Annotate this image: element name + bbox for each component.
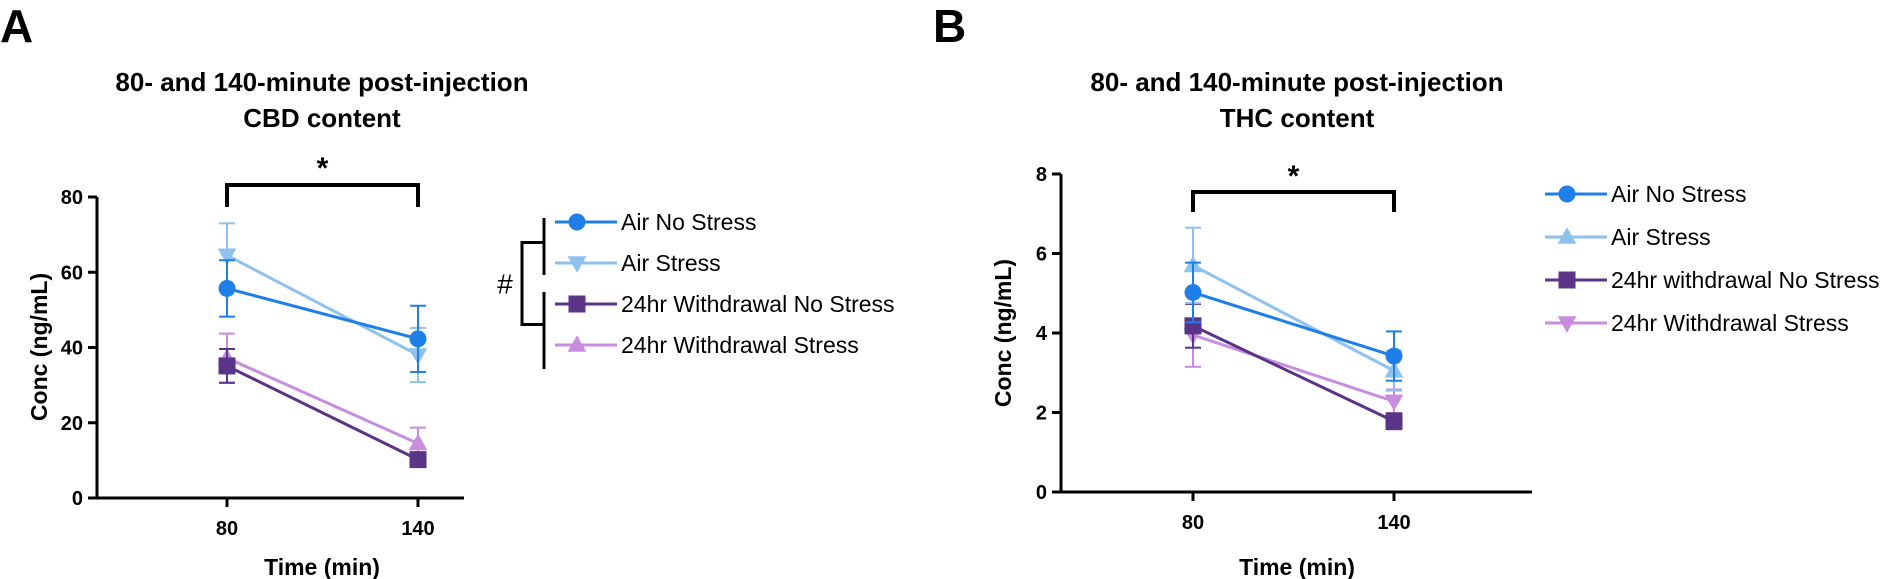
- data-point: [1384, 394, 1404, 412]
- x-axis-label: Time (min): [1239, 554, 1355, 579]
- legend-marker: [1558, 271, 1576, 289]
- data-point: [1385, 347, 1403, 365]
- legend-label: Air Stress: [621, 250, 721, 276]
- chart-title-line: THC content: [1220, 103, 1375, 133]
- series-line: [226, 356, 419, 445]
- y-tick-label: 40: [61, 338, 83, 360]
- legend-label: 24hr withdrawal No Stress: [1611, 267, 1879, 293]
- legend-marker: [1558, 185, 1576, 203]
- data-point: [408, 433, 428, 451]
- legend-marker: [1557, 316, 1577, 333]
- significance-bracket: [225, 183, 420, 207]
- data-point: [1385, 412, 1403, 430]
- significance-star: *: [1288, 160, 1300, 193]
- y-axis-label: Conc (ng/mL): [990, 259, 1016, 407]
- chart-title-line: 80- and 140-minute post-injection: [1090, 67, 1503, 97]
- series-line: [226, 286, 419, 341]
- legend-marker: [567, 256, 587, 273]
- x-tick-label: 80: [1182, 512, 1204, 534]
- legend: Air No Stress Air Stress 24hr Withdrawal N…: [555, 209, 895, 358]
- panel-letter: B: [933, 0, 966, 52]
- legend-label: Air Stress: [1611, 224, 1711, 250]
- group-bracket-join: [520, 241, 544, 326]
- series-line: [226, 364, 419, 461]
- legend-label: 24hr Withdrawal Stress: [621, 332, 859, 358]
- series-2: [1183, 226, 1404, 392]
- data-point: [409, 330, 427, 348]
- y-tick-label: 0: [1036, 482, 1047, 504]
- series-line: [1192, 333, 1395, 403]
- series-line: [1192, 324, 1395, 423]
- y-tick-label: 4: [1036, 323, 1048, 345]
- y-tick-label: 2: [1036, 403, 1047, 425]
- x-tick-label: 140: [401, 518, 434, 540]
- legend-marker: [568, 295, 586, 313]
- legend: Air No Stress Air Stress 24hr withdrawal N…: [1545, 181, 1879, 336]
- series-3: [218, 348, 427, 469]
- series-line: [1192, 291, 1395, 358]
- series-1: [218, 259, 427, 373]
- data-point: [1184, 283, 1202, 301]
- data-point: [218, 357, 236, 375]
- x-axis-label: Time (min): [264, 554, 380, 579]
- series-line: [226, 253, 419, 357]
- group-significance-hash: #: [497, 269, 513, 300]
- chart-title-line: 80- and 140-minute post-injection: [115, 67, 528, 97]
- data-point: [218, 279, 236, 297]
- significance-bracket: [1191, 190, 1396, 212]
- legend-marker: [1557, 227, 1577, 244]
- significance-star: *: [317, 152, 329, 185]
- series-line: [1192, 264, 1395, 373]
- data-point: [409, 451, 427, 469]
- y-tick-label: 0: [72, 488, 83, 510]
- legend-marker: [567, 335, 587, 352]
- panel-letter: A: [0, 0, 33, 52]
- y-tick-label: 6: [1036, 244, 1047, 266]
- panel-a: A 80- and 140-minute post-injection CBD co…: [0, 0, 895, 579]
- series-4: [217, 332, 428, 461]
- x-tick-label: 140: [1377, 512, 1410, 534]
- y-tick-label: 60: [61, 262, 83, 284]
- chart-title-line: CBD content: [243, 103, 401, 133]
- y-tick-label: 8: [1036, 164, 1047, 186]
- panel-b: B 80- and 140-minute post-injection THC co…: [933, 0, 1879, 579]
- legend-label: 24hr Withdrawal Stress: [1611, 310, 1849, 336]
- legend-label: Air No Stress: [1611, 181, 1746, 207]
- y-tick-label: 80: [61, 187, 83, 209]
- y-tick-label: 20: [61, 413, 83, 435]
- x-tick-label: 80: [216, 518, 238, 540]
- legend-label: 24hr Withdrawal No Stress: [621, 291, 895, 317]
- series-1: [1184, 261, 1403, 382]
- series-2: [217, 222, 428, 384]
- data-point: [217, 248, 237, 266]
- legend-label: Air No Stress: [621, 209, 756, 235]
- y-axis-label: Conc (ng/mL): [26, 273, 52, 421]
- legend-marker: [568, 213, 586, 231]
